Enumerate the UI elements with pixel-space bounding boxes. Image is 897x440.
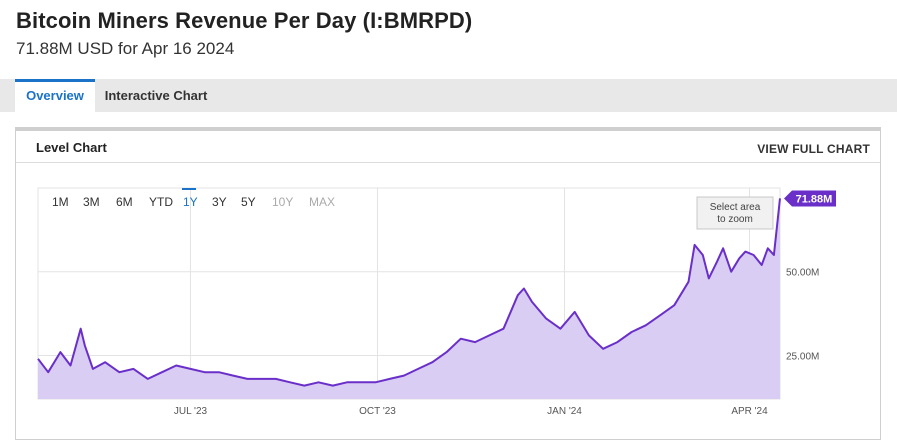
range-button-ytd[interactable]: YTD — [149, 195, 173, 209]
panel-title: Level Chart — [36, 140, 107, 155]
zoom-hint-text: to zoom — [717, 214, 753, 225]
zoom-hint — [696, 196, 774, 230]
tab-interactive-chart[interactable]: Interactive Chart — [104, 88, 208, 103]
x-tick-label: APR '24 — [731, 406, 768, 417]
last-value-badge — [784, 190, 836, 207]
range-button-1m[interactable]: 1M — [52, 195, 69, 209]
y-tick-label: 50.00M — [786, 268, 819, 279]
tab-overview[interactable]: Overview — [15, 79, 95, 112]
last-value-label: 71.88M — [796, 193, 833, 205]
zoom-hint-text: Select area — [710, 202, 761, 213]
range-button-6m[interactable]: 6M — [116, 195, 133, 209]
series-area — [38, 198, 780, 399]
x-tick-label: JUL '23 — [174, 406, 208, 417]
tab-bar: Overview Interactive Chart — [0, 79, 897, 112]
view-full-chart-link[interactable]: VIEW FULL CHART — [757, 142, 870, 156]
range-button-3y[interactable]: 3Y — [212, 195, 227, 209]
range-button-5y[interactable]: 5Y — [241, 195, 256, 209]
page-title: Bitcoin Miners Revenue Per Day (I:BMRPD) — [16, 8, 473, 33]
series-line — [37, 198, 781, 387]
y-tick-label: 25.00M — [786, 351, 819, 362]
x-tick-label: JAN '24 — [547, 406, 582, 417]
range-button-3m[interactable]: 3M — [83, 195, 100, 209]
x-tick-label: OCT '23 — [359, 406, 396, 417]
chart[interactable]: 25.00M 50.00M JUL '23 OCT '23 JAN '24 APR '24… — [16, 131, 880, 439]
level-chart-panel: Level Chart VIEW FULL CHART 25.00M 50.00M… — [15, 127, 881, 440]
page-subtitle: 71.88M USD for Apr 16 2024 — [16, 39, 235, 58]
panel-header: Level Chart VIEW FULL CHART — [16, 131, 880, 163]
range-button-max: MAX — [309, 195, 335, 209]
range-button-10y: 10Y — [272, 195, 293, 209]
range-button-1y[interactable]: 1Y — [183, 195, 198, 209]
